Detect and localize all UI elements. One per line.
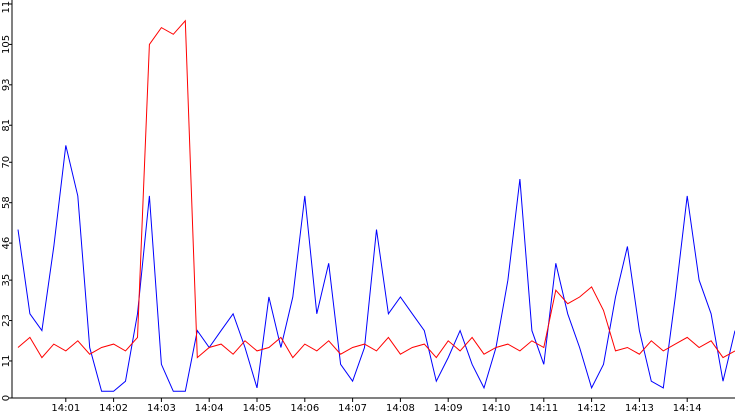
x-tick-label: 14:04 (195, 403, 224, 414)
x-tick-label: 14:09 (434, 403, 463, 414)
x-tick-label: 14:07 (338, 403, 367, 414)
x-tick-label: 14:14 (673, 403, 702, 414)
y-tick-label: 58 (1, 196, 12, 209)
y-tick-label: 0 (1, 395, 12, 401)
x-tick-label: 14:11 (529, 403, 558, 414)
x-tick-label: 14:02 (99, 403, 128, 414)
y-tick-label: 81 (1, 119, 12, 132)
y-tick-label: 46 (1, 237, 12, 250)
x-tick-label: 14:01 (51, 403, 80, 414)
x-tick-label: 14:12 (577, 403, 606, 414)
y-tick-label: 11 (1, 355, 12, 368)
series-line (17, 19, 735, 359)
x-tick-label: 14:05 (243, 403, 272, 414)
x-tick-label: 14:13 (625, 403, 654, 414)
x-tick-label: 14:10 (482, 403, 511, 414)
x-tick-label: 14:03 (147, 403, 176, 414)
y-tick-label: 35 (1, 274, 12, 287)
y-tick-label: 23 (1, 314, 12, 327)
x-tick-label: 14:06 (290, 403, 319, 414)
x-tick-label: 14:08 (386, 403, 415, 414)
y-tick-label: 93 (1, 78, 12, 91)
series-line (17, 145, 735, 392)
y-tick-label: 117 (1, 0, 12, 14)
y-tick-label: 70 (1, 156, 12, 169)
y-tick-label: 105 (1, 35, 12, 54)
